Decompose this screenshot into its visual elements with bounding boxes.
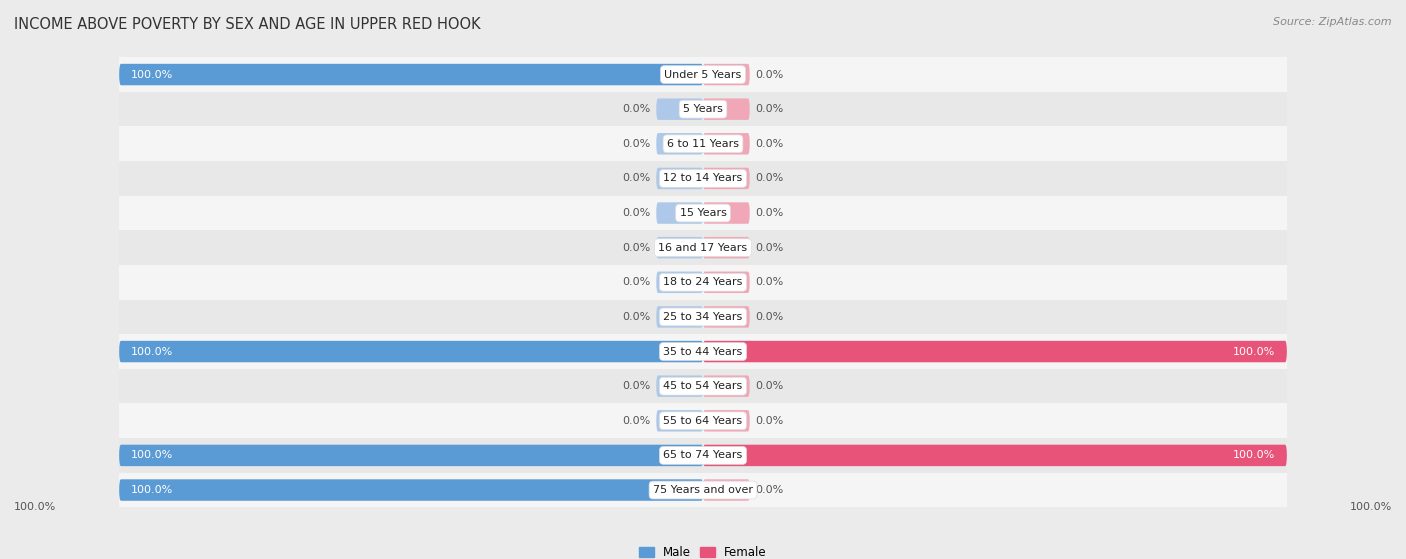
- Legend: Male, Female: Male, Female: [634, 542, 772, 559]
- FancyBboxPatch shape: [703, 376, 749, 397]
- Text: 0.0%: 0.0%: [623, 243, 651, 253]
- FancyBboxPatch shape: [703, 341, 1286, 362]
- Text: INCOME ABOVE POVERTY BY SEX AND AGE IN UPPER RED HOOK: INCOME ABOVE POVERTY BY SEX AND AGE IN U…: [14, 17, 481, 32]
- FancyBboxPatch shape: [120, 404, 1286, 438]
- FancyBboxPatch shape: [120, 334, 1286, 369]
- FancyBboxPatch shape: [120, 64, 703, 86]
- Text: 0.0%: 0.0%: [623, 173, 651, 183]
- Text: Under 5 Years: Under 5 Years: [665, 69, 741, 79]
- Text: 0.0%: 0.0%: [755, 69, 783, 79]
- Text: 100.0%: 100.0%: [131, 69, 173, 79]
- Text: 0.0%: 0.0%: [755, 173, 783, 183]
- Text: 0.0%: 0.0%: [623, 277, 651, 287]
- FancyBboxPatch shape: [120, 57, 1286, 92]
- FancyBboxPatch shape: [120, 445, 703, 466]
- Text: 0.0%: 0.0%: [755, 485, 783, 495]
- FancyBboxPatch shape: [657, 237, 703, 258]
- FancyBboxPatch shape: [703, 133, 749, 154]
- Text: 5 Years: 5 Years: [683, 104, 723, 114]
- FancyBboxPatch shape: [703, 306, 749, 328]
- FancyBboxPatch shape: [703, 168, 749, 189]
- FancyBboxPatch shape: [703, 98, 749, 120]
- Text: 15 Years: 15 Years: [679, 208, 727, 218]
- Text: 65 to 74 Years: 65 to 74 Years: [664, 451, 742, 461]
- FancyBboxPatch shape: [120, 196, 1286, 230]
- Text: 100.0%: 100.0%: [1233, 451, 1275, 461]
- FancyBboxPatch shape: [657, 133, 703, 154]
- Text: 25 to 34 Years: 25 to 34 Years: [664, 312, 742, 322]
- Text: 12 to 14 Years: 12 to 14 Years: [664, 173, 742, 183]
- Text: Source: ZipAtlas.com: Source: ZipAtlas.com: [1274, 17, 1392, 27]
- Text: 0.0%: 0.0%: [755, 139, 783, 149]
- FancyBboxPatch shape: [657, 272, 703, 293]
- Text: 0.0%: 0.0%: [623, 312, 651, 322]
- Text: 100.0%: 100.0%: [131, 451, 173, 461]
- FancyBboxPatch shape: [120, 300, 1286, 334]
- FancyBboxPatch shape: [120, 92, 1286, 126]
- Text: 0.0%: 0.0%: [755, 208, 783, 218]
- Text: 100.0%: 100.0%: [1233, 347, 1275, 357]
- FancyBboxPatch shape: [703, 479, 749, 501]
- FancyBboxPatch shape: [120, 479, 703, 501]
- FancyBboxPatch shape: [120, 438, 1286, 473]
- FancyBboxPatch shape: [120, 265, 1286, 300]
- Text: 55 to 64 Years: 55 to 64 Years: [664, 416, 742, 426]
- Text: 0.0%: 0.0%: [755, 312, 783, 322]
- Text: 0.0%: 0.0%: [623, 381, 651, 391]
- FancyBboxPatch shape: [657, 168, 703, 189]
- Text: 0.0%: 0.0%: [623, 416, 651, 426]
- Text: 0.0%: 0.0%: [755, 104, 783, 114]
- FancyBboxPatch shape: [657, 306, 703, 328]
- FancyBboxPatch shape: [657, 202, 703, 224]
- Text: 0.0%: 0.0%: [755, 416, 783, 426]
- FancyBboxPatch shape: [703, 272, 749, 293]
- Text: 0.0%: 0.0%: [755, 277, 783, 287]
- FancyBboxPatch shape: [120, 126, 1286, 161]
- FancyBboxPatch shape: [703, 202, 749, 224]
- FancyBboxPatch shape: [120, 161, 1286, 196]
- Text: 0.0%: 0.0%: [623, 139, 651, 149]
- FancyBboxPatch shape: [657, 410, 703, 432]
- Text: 75 Years and over: 75 Years and over: [652, 485, 754, 495]
- FancyBboxPatch shape: [703, 237, 749, 258]
- FancyBboxPatch shape: [703, 410, 749, 432]
- Text: 0.0%: 0.0%: [623, 104, 651, 114]
- FancyBboxPatch shape: [703, 64, 749, 86]
- FancyBboxPatch shape: [703, 445, 1286, 466]
- Text: 6 to 11 Years: 6 to 11 Years: [666, 139, 740, 149]
- FancyBboxPatch shape: [120, 230, 1286, 265]
- Text: 0.0%: 0.0%: [623, 208, 651, 218]
- Text: 100.0%: 100.0%: [131, 347, 173, 357]
- Text: 100.0%: 100.0%: [131, 485, 173, 495]
- Text: 18 to 24 Years: 18 to 24 Years: [664, 277, 742, 287]
- FancyBboxPatch shape: [120, 341, 703, 362]
- Text: 45 to 54 Years: 45 to 54 Years: [664, 381, 742, 391]
- Text: 0.0%: 0.0%: [755, 243, 783, 253]
- Text: 16 and 17 Years: 16 and 17 Years: [658, 243, 748, 253]
- Text: 100.0%: 100.0%: [14, 501, 56, 511]
- Text: 100.0%: 100.0%: [1350, 501, 1392, 511]
- FancyBboxPatch shape: [657, 376, 703, 397]
- FancyBboxPatch shape: [657, 98, 703, 120]
- FancyBboxPatch shape: [120, 369, 1286, 404]
- Text: 0.0%: 0.0%: [755, 381, 783, 391]
- FancyBboxPatch shape: [120, 473, 1286, 508]
- Text: 35 to 44 Years: 35 to 44 Years: [664, 347, 742, 357]
